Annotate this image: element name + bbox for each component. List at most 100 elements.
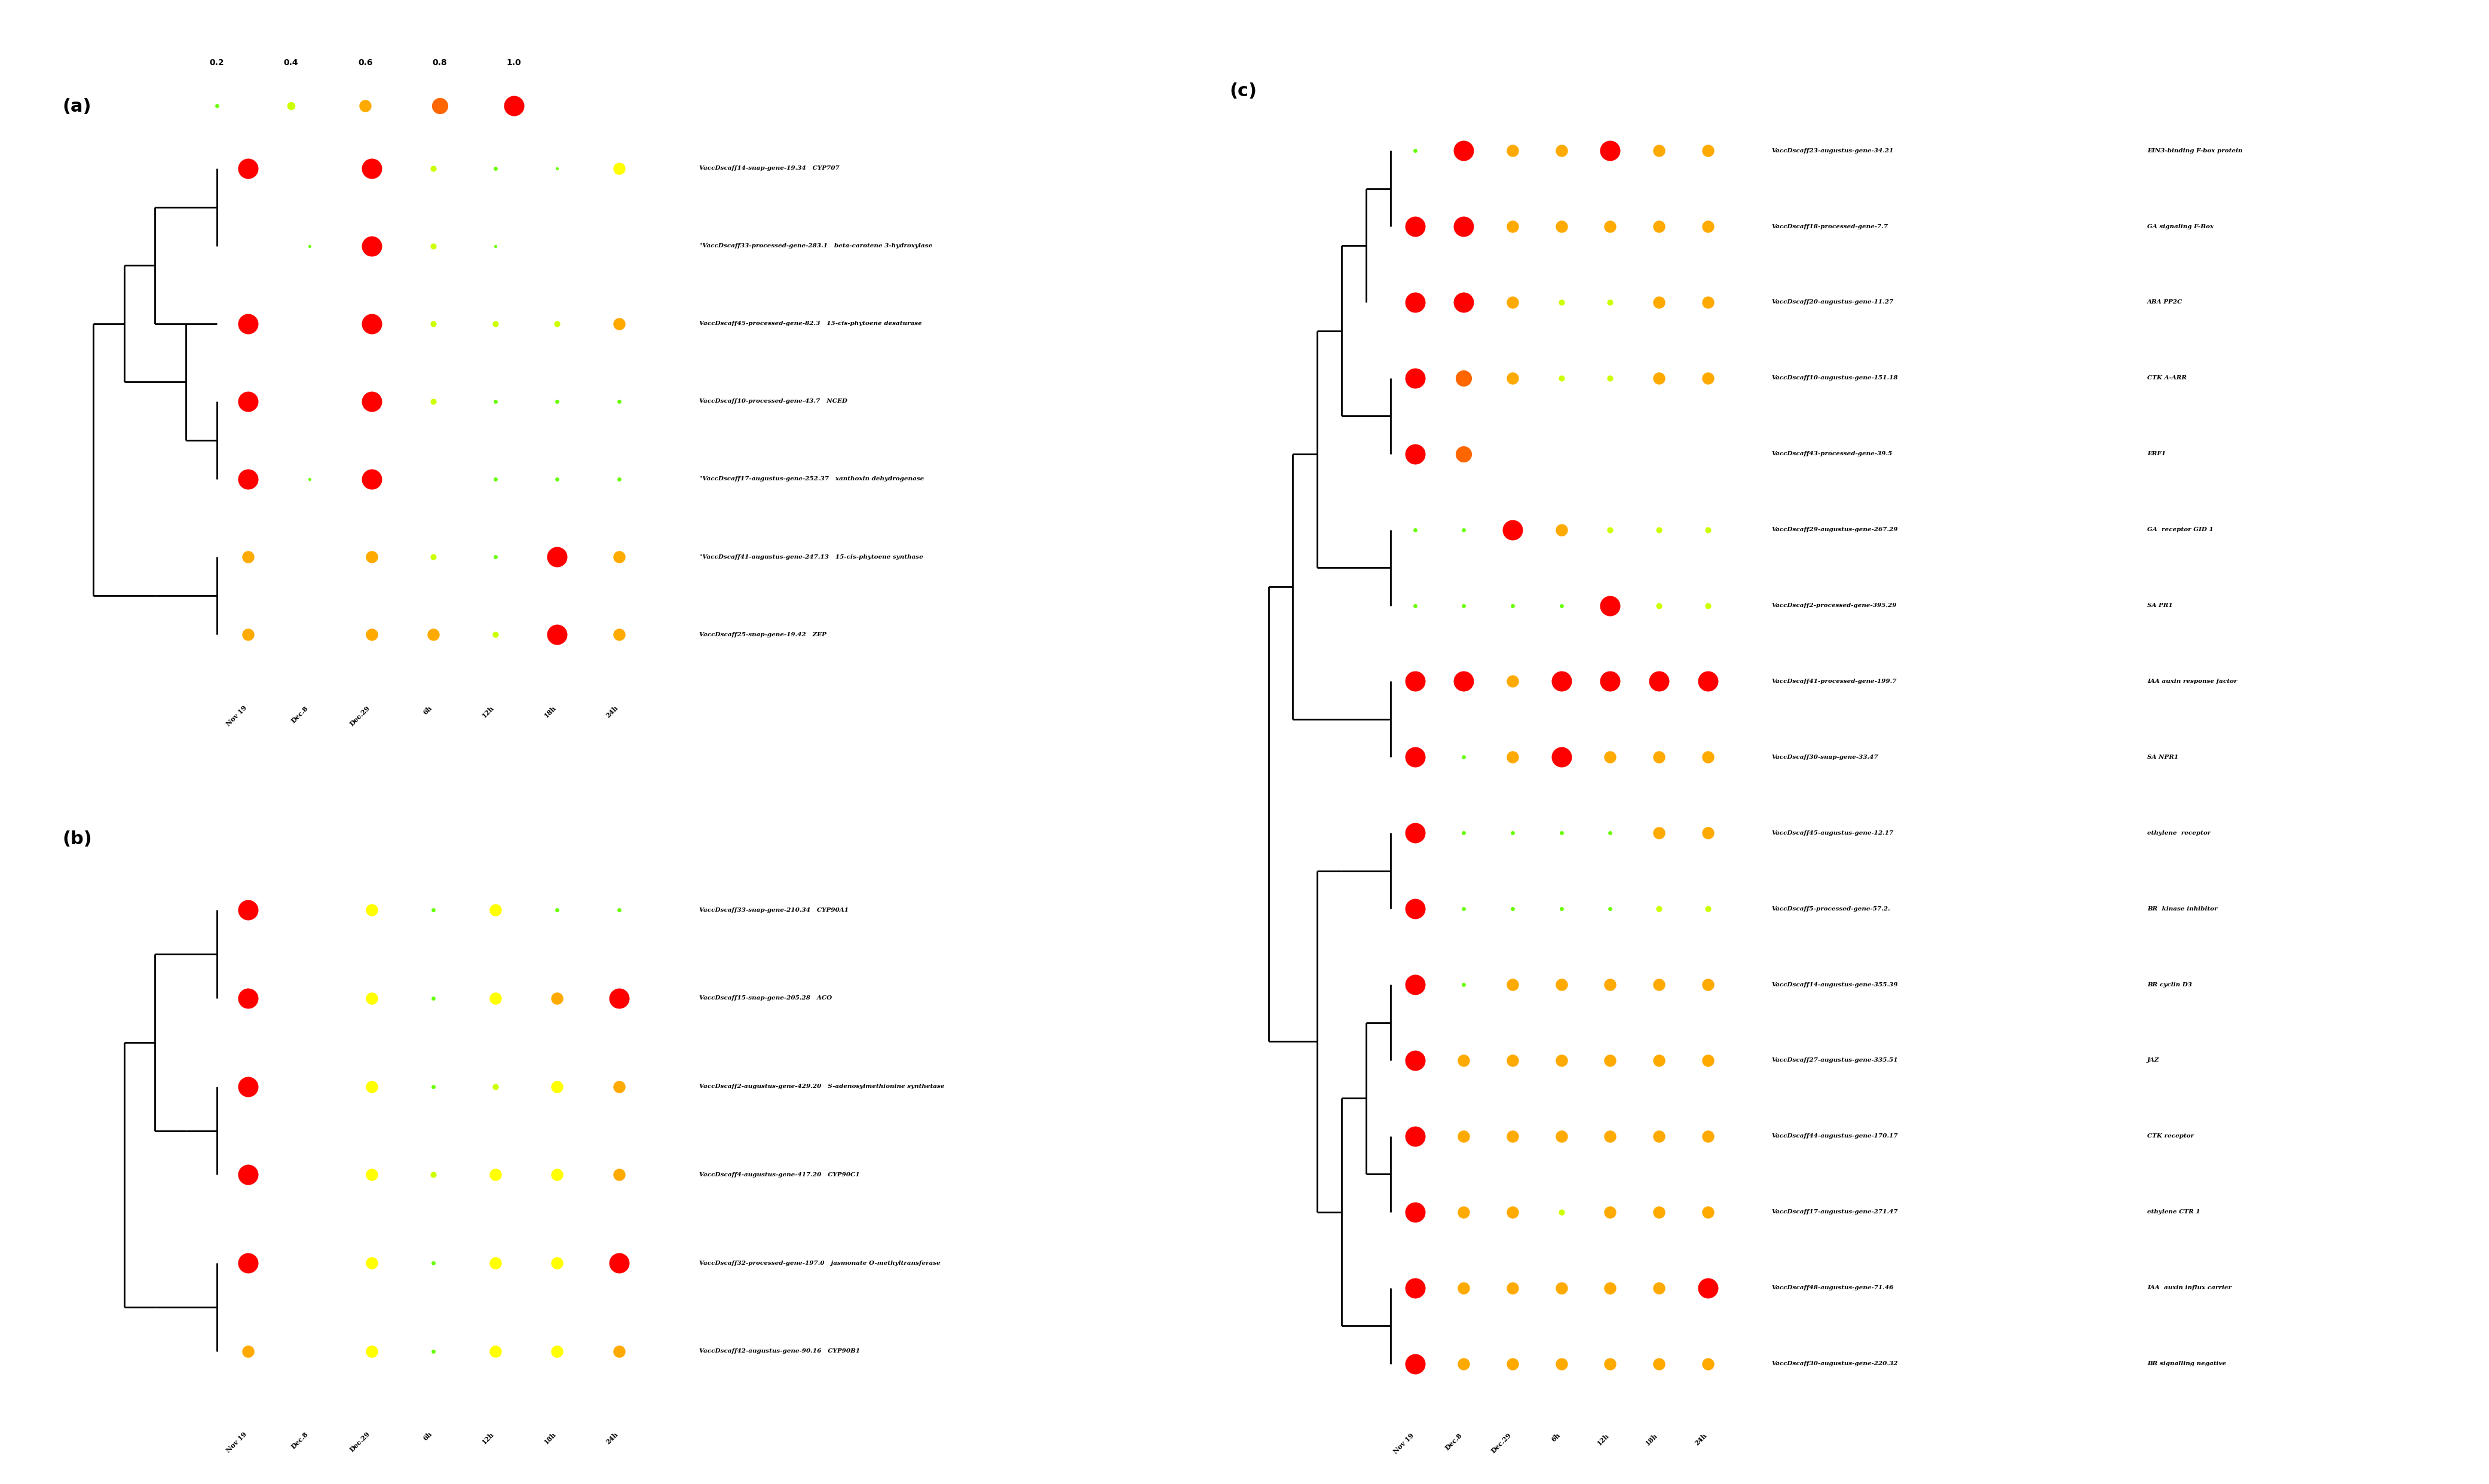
Point — [1640, 215, 1680, 239]
Point — [1444, 594, 1483, 617]
Point — [1493, 367, 1533, 390]
Point — [421, 93, 460, 117]
Point — [1394, 518, 1434, 542]
Point — [1394, 1125, 1434, 1149]
Point — [1688, 669, 1727, 693]
Point — [600, 898, 640, 922]
Point — [1541, 821, 1581, 844]
Point — [346, 93, 386, 117]
Text: 12h: 12h — [1595, 1432, 1610, 1447]
Point — [475, 234, 515, 258]
Text: VaccDscaff45-processed-gene-82.3   15-cis-phytoene desaturase: VaccDscaff45-processed-gene-82.3 15-cis-… — [699, 321, 923, 326]
Text: (a): (a) — [62, 98, 92, 116]
Point — [600, 1074, 640, 1098]
Point — [351, 389, 391, 413]
Point — [600, 623, 640, 647]
Text: 0.4: 0.4 — [284, 59, 299, 67]
Point — [1394, 215, 1434, 239]
Text: Dec.29: Dec.29 — [348, 705, 371, 727]
Text: "VaccDscaff41-augustus-gene-247.13   15-cis-phytoene synthase: "VaccDscaff41-augustus-gene-247.13 15-ci… — [699, 554, 923, 559]
Text: (c): (c) — [1230, 83, 1257, 99]
Point — [1493, 1201, 1533, 1224]
Text: BR cyclin D3: BR cyclin D3 — [2148, 982, 2193, 987]
Point — [351, 898, 391, 922]
Point — [1444, 1352, 1483, 1376]
Point — [1444, 139, 1483, 163]
Point — [1444, 745, 1483, 769]
Point — [413, 312, 453, 335]
Point — [1444, 1276, 1483, 1300]
Point — [1394, 139, 1434, 163]
Point — [1590, 594, 1630, 617]
Text: VaccDscaff29-augustus-gene-267.29: VaccDscaff29-augustus-gene-267.29 — [1772, 527, 1897, 533]
Point — [351, 623, 391, 647]
Point — [1688, 367, 1727, 390]
Point — [351, 1251, 391, 1275]
Point — [1493, 972, 1533, 996]
Text: VaccDscaff43-processed-gene-39.5: VaccDscaff43-processed-gene-39.5 — [1772, 451, 1892, 457]
Text: 12h: 12h — [480, 1431, 495, 1445]
Point — [1394, 291, 1434, 315]
Point — [538, 898, 577, 922]
Point — [475, 312, 515, 335]
Point — [475, 623, 515, 647]
Point — [1493, 594, 1533, 617]
Text: 24h: 24h — [605, 705, 620, 720]
Point — [1444, 1049, 1483, 1073]
Point — [475, 987, 515, 1011]
Text: VaccDscaff23-augustus-gene-34.21: VaccDscaff23-augustus-gene-34.21 — [1772, 148, 1894, 153]
Point — [197, 93, 236, 117]
Point — [1640, 1201, 1680, 1224]
Point — [1590, 821, 1630, 844]
Text: Nov 19: Nov 19 — [224, 1431, 249, 1454]
Point — [1541, 367, 1581, 390]
Text: VaccDscaff41-processed-gene-199.7: VaccDscaff41-processed-gene-199.7 — [1772, 678, 1897, 684]
Point — [289, 467, 329, 491]
Point — [1640, 972, 1680, 996]
Point — [538, 156, 577, 180]
Point — [413, 234, 453, 258]
Point — [538, 467, 577, 491]
Text: Dec.8: Dec.8 — [291, 1431, 309, 1450]
Point — [1394, 594, 1434, 617]
Text: 6h: 6h — [423, 705, 433, 715]
Point — [1493, 139, 1533, 163]
Point — [1688, 215, 1727, 239]
Point — [1590, 518, 1630, 542]
Point — [538, 1074, 577, 1098]
Point — [1541, 518, 1581, 542]
Point — [1688, 972, 1727, 996]
Point — [1590, 972, 1630, 996]
Text: IAA auxin response factor: IAA auxin response factor — [2148, 678, 2238, 684]
Point — [1444, 518, 1483, 542]
Point — [351, 1074, 391, 1098]
Point — [1640, 669, 1680, 693]
Point — [475, 1074, 515, 1098]
Point — [1394, 1049, 1434, 1073]
Point — [413, 898, 453, 922]
Point — [1493, 1125, 1533, 1149]
Point — [1640, 594, 1680, 617]
Text: IAA  auxin influx carrier: IAA auxin influx carrier — [2148, 1285, 2233, 1291]
Point — [1640, 1276, 1680, 1300]
Text: Dec.29: Dec.29 — [1491, 1432, 1513, 1454]
Point — [1640, 1352, 1680, 1376]
Point — [475, 156, 515, 180]
Point — [1394, 745, 1434, 769]
Point — [475, 898, 515, 922]
Text: 24h: 24h — [1693, 1432, 1707, 1447]
Point — [600, 1163, 640, 1187]
Point — [600, 389, 640, 413]
Point — [1688, 1276, 1727, 1300]
Point — [1590, 291, 1630, 315]
Point — [600, 987, 640, 1011]
Point — [229, 623, 269, 647]
Text: VaccDscaff33-snap-gene-210.34   CYP90A1: VaccDscaff33-snap-gene-210.34 CYP90A1 — [699, 907, 849, 913]
Point — [229, 467, 269, 491]
Point — [538, 389, 577, 413]
Point — [1394, 669, 1434, 693]
Point — [413, 1251, 453, 1275]
Point — [1688, 291, 1727, 315]
Point — [1590, 367, 1630, 390]
Point — [1493, 518, 1533, 542]
